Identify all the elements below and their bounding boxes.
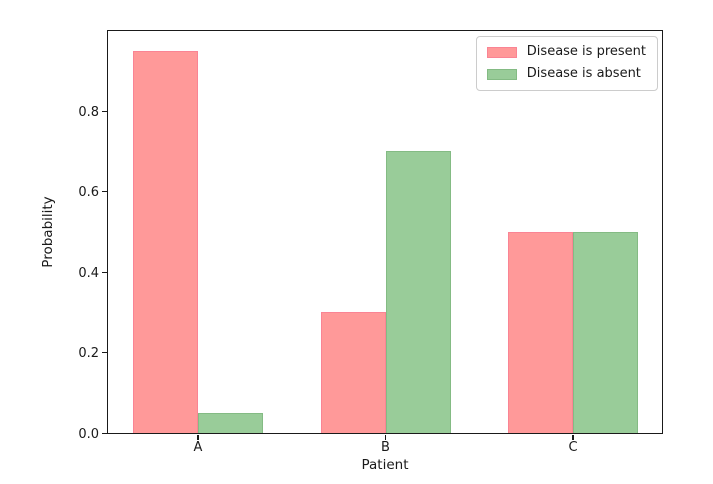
legend-row: Disease is present — [486, 44, 646, 60]
x-tick-mark — [384, 434, 387, 440]
y-tick-mark — [101, 433, 107, 435]
y-tick-label: 0.6 — [78, 184, 99, 200]
y-tick-mark — [101, 111, 107, 113]
bar-A-present — [133, 51, 198, 433]
x-tick-mark — [572, 434, 574, 440]
legend-label: Disease is present — [526, 44, 646, 59]
bar-C-present — [508, 232, 573, 433]
y-tick-mark — [101, 272, 107, 274]
x-tick-mark — [197, 434, 199, 440]
y-tick-label: 0.8 — [78, 104, 99, 120]
y-axis-title: Probability — [40, 196, 56, 268]
bar-A-absent — [198, 413, 263, 433]
bar-B-absent — [385, 151, 451, 433]
x-tick-label-C: C — [568, 440, 578, 455]
legend: Disease is present Disease is absent — [475, 36, 658, 91]
legend-swatch-icon — [486, 46, 517, 58]
legend-swatch-icon — [486, 68, 517, 80]
x-tick-label-B: B — [381, 440, 390, 455]
y-tick-label: 0.2 — [78, 345, 99, 361]
bar-B-present — [320, 312, 386, 433]
legend-label: Disease is absent — [526, 65, 641, 81]
x-axis-title: Patient — [361, 457, 409, 473]
y-tick-label: 0.4 — [78, 265, 99, 281]
y-tick-label: 0.0 — [78, 426, 99, 442]
y-tick-mark — [101, 191, 107, 193]
legend-row: Disease is absent — [486, 65, 646, 82]
y-tick-mark — [101, 352, 107, 354]
x-tick-label-A: A — [193, 440, 203, 455]
bar-C-absent — [573, 232, 638, 433]
